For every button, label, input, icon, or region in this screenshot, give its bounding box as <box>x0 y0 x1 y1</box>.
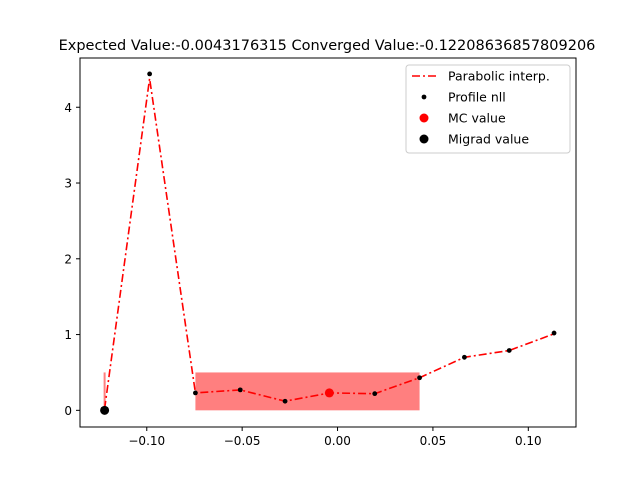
data-point-series-1-0 <box>147 71 153 77</box>
data-point-series-3-0 <box>100 405 110 415</box>
plot-area <box>100 71 557 415</box>
legend-box <box>405 64 571 154</box>
shaded-interval <box>195 372 420 411</box>
chart-title: Expected Value:-0.0043176315 Converged V… <box>59 38 596 54</box>
y-tick-label-2: 2 <box>64 252 72 266</box>
data-point-series-2-0 <box>324 388 334 398</box>
axes: −0.10 −0.05 0.00 0.05 0.10 0 1 2 3 4 <box>64 57 577 448</box>
y-tick-label-0: 0 <box>64 404 72 418</box>
data-point-series-1-6 <box>462 354 467 360</box>
legend-label-2: MC value <box>448 111 506 126</box>
y-tick-label-1: 1 <box>64 328 72 342</box>
legend-marker-3 <box>419 134 429 144</box>
data-point-series-1-5 <box>417 375 422 381</box>
axes-frame <box>79 57 577 428</box>
legend: Parabolic interp. Profile nll MC value Migr… <box>405 64 571 154</box>
shaded-band-left <box>103 372 106 411</box>
data-point-series-1-2 <box>237 387 243 393</box>
x-tick-label-1: −0.05 <box>224 434 261 448</box>
data-point-series-1-7 <box>506 348 512 353</box>
legend-label-1: Profile nll <box>448 90 506 105</box>
legend-label-0: Parabolic interp. <box>448 69 550 84</box>
legend-marker-1 <box>421 94 427 100</box>
x-tick-label-4: 0.10 <box>515 434 542 448</box>
legend-marker-2 <box>419 113 429 123</box>
x-tick-label-3: 0.05 <box>420 434 447 448</box>
data-point-series-1-4 <box>372 391 378 397</box>
data-point-series-1-1 <box>193 390 198 396</box>
x-tick-label-2: 0.00 <box>324 434 351 448</box>
y-tick-label-4: 4 <box>64 101 72 115</box>
y-tick-label-3: 3 <box>64 177 72 191</box>
legend-label-3: Migrad value <box>448 132 529 147</box>
data-point-series-1-3 <box>282 398 288 404</box>
data-point-series-1-8 <box>551 330 557 336</box>
x-tick-label-0: −0.10 <box>128 434 165 448</box>
